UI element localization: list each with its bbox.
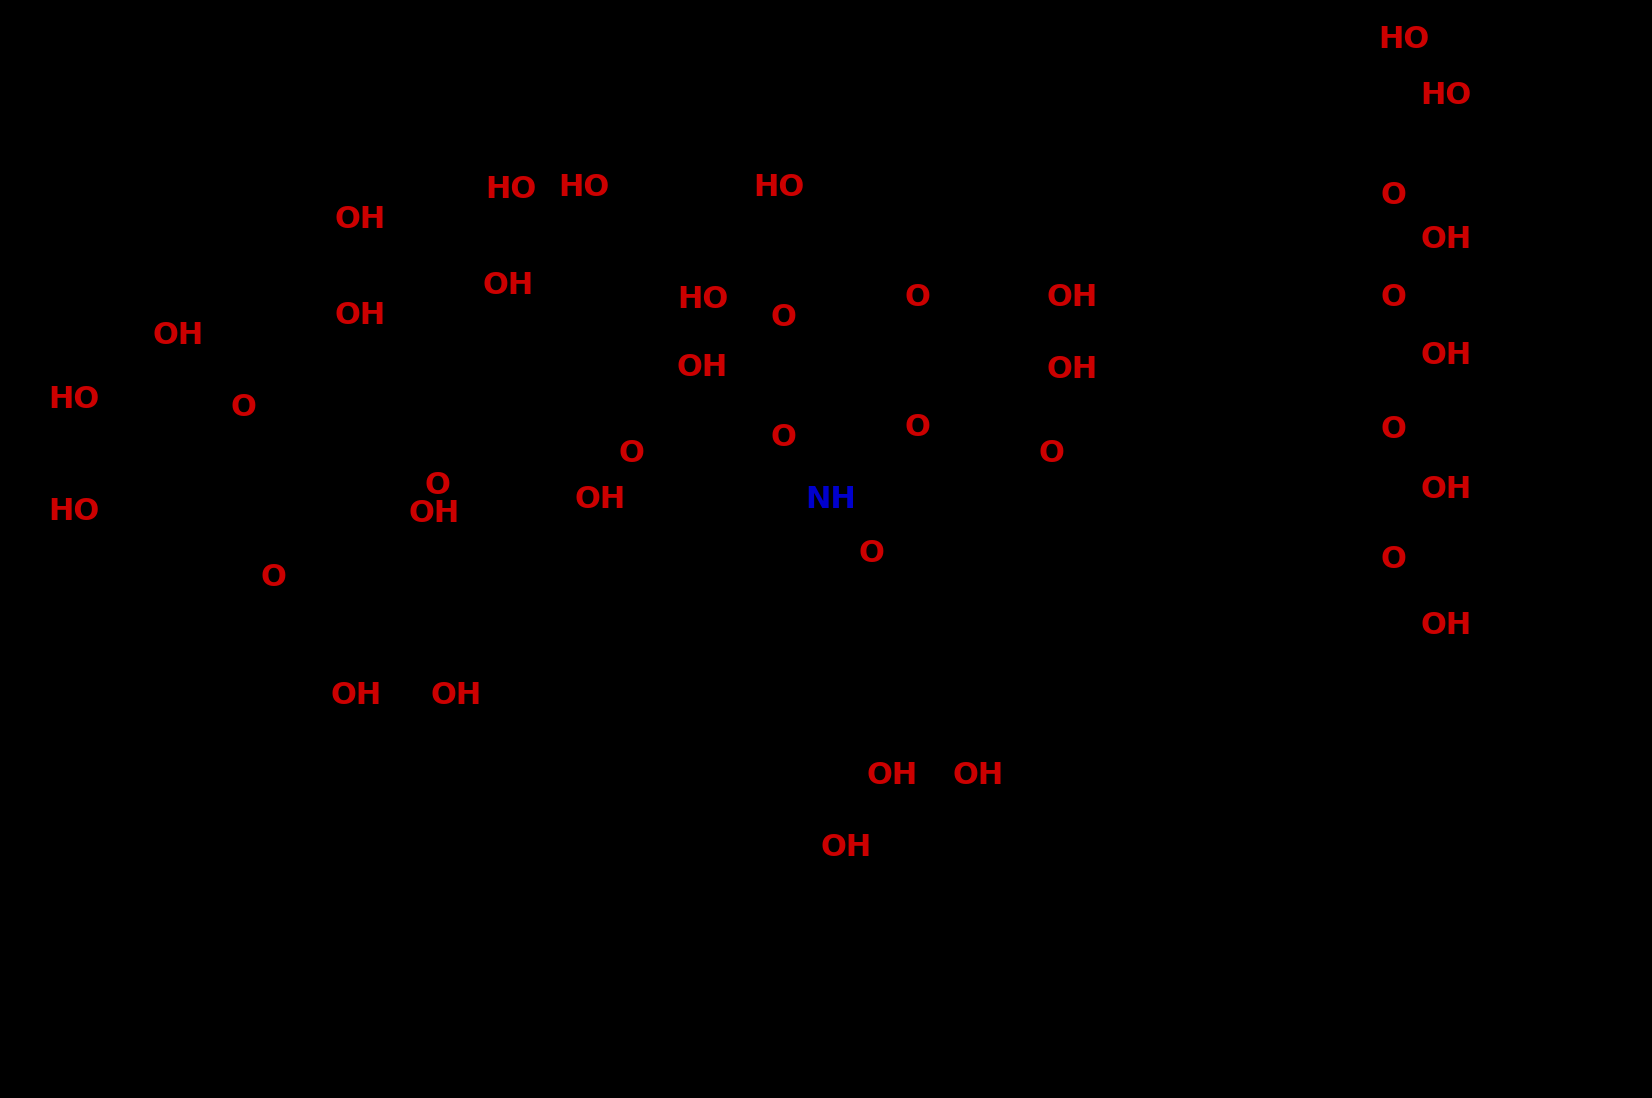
Text: OH: OH — [1421, 340, 1472, 370]
Text: OH: OH — [866, 762, 917, 791]
Text: OH: OH — [482, 270, 534, 300]
Text: HO: HO — [558, 173, 610, 202]
Text: OH: OH — [1421, 475, 1472, 504]
Text: HO: HO — [48, 385, 99, 415]
Text: OH: OH — [1421, 225, 1472, 255]
Text: OH: OH — [1047, 356, 1099, 384]
Text: O: O — [618, 439, 644, 469]
Text: O: O — [770, 303, 796, 332]
Text: OH: OH — [330, 682, 382, 710]
Text: OH: OH — [677, 354, 729, 382]
Text: O: O — [905, 283, 930, 313]
Text: HO: HO — [1421, 80, 1472, 110]
Text: HO: HO — [677, 284, 729, 314]
Text: OH: OH — [430, 682, 481, 710]
Text: O: O — [771, 424, 796, 452]
Text: O: O — [425, 471, 451, 500]
Text: OH: OH — [1421, 610, 1472, 639]
Text: O: O — [1037, 439, 1064, 469]
Text: O: O — [259, 562, 286, 592]
Text: O: O — [1379, 180, 1406, 210]
Text: O: O — [230, 392, 256, 422]
Text: HO: HO — [1378, 25, 1429, 55]
Text: OH: OH — [575, 485, 626, 515]
Text: OH: OH — [335, 205, 387, 235]
Text: HO: HO — [486, 176, 537, 204]
Text: O: O — [857, 538, 884, 568]
Text: OH: OH — [1047, 283, 1099, 313]
Text: OH: OH — [819, 833, 871, 863]
Text: HO: HO — [753, 173, 805, 202]
Text: OH: OH — [152, 322, 203, 350]
Text: OH: OH — [408, 500, 459, 528]
Text: O: O — [1379, 283, 1406, 313]
Text: OH: OH — [335, 301, 387, 329]
Text: HO: HO — [48, 497, 99, 527]
Text: O: O — [905, 414, 930, 442]
Text: O: O — [1379, 546, 1406, 574]
Text: O: O — [1379, 415, 1406, 445]
Text: NH: NH — [805, 485, 856, 515]
Text: OH: OH — [952, 762, 1003, 791]
